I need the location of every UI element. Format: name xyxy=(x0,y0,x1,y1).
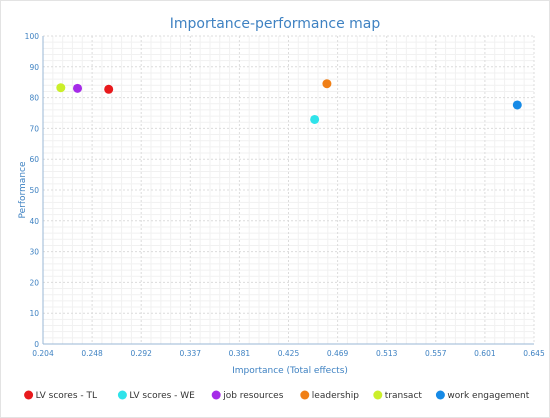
grid-layer xyxy=(42,35,535,345)
legend-marker xyxy=(24,390,34,400)
legend-label: leadership xyxy=(312,391,359,401)
y-tick-label: 10 xyxy=(29,309,39,318)
legend: LV scores - TL LV scores - WE job resource… xyxy=(24,390,530,401)
y-tick-label: 80 xyxy=(29,94,39,103)
data-point xyxy=(322,79,332,89)
x-tick-label: 0.425 xyxy=(278,349,300,358)
legend-label: LV scores - WE xyxy=(129,391,195,401)
y-tick-label: 60 xyxy=(29,155,39,164)
x-tick-label: 0.469 xyxy=(327,349,349,358)
x-tick-label: 0.645 xyxy=(523,349,545,358)
tick-labels: 0.204 0.248 0.292 0.337 0.381 0.425 0.469 0.513… xyxy=(25,32,545,358)
y-tick-label: 50 xyxy=(29,186,39,195)
x-tick-label: 0.337 xyxy=(180,349,202,358)
y-tick-label: 40 xyxy=(29,217,39,226)
chart-title: Importance-performance map xyxy=(170,16,381,32)
y-tick-label: 0 xyxy=(34,340,39,349)
legend-label: LV scores - TL xyxy=(36,391,97,401)
y-tick-label: 100 xyxy=(25,32,40,41)
legend-marker xyxy=(300,390,310,400)
x-tick-label: 0.292 xyxy=(130,349,152,358)
x-tick-label: 0.513 xyxy=(376,349,398,358)
y-tick-label: 30 xyxy=(29,248,39,257)
x-tick-label: 0.248 xyxy=(81,349,103,358)
y-axis-label: Performance xyxy=(18,161,28,218)
data-point xyxy=(310,114,320,124)
axis-layer xyxy=(42,36,534,345)
legend-label: transact xyxy=(385,391,423,401)
data-points xyxy=(56,79,522,124)
data-point xyxy=(73,83,83,93)
legend-marker xyxy=(117,390,127,400)
y-tick-label: 90 xyxy=(29,63,39,72)
data-point xyxy=(104,84,114,94)
x-tick-label: 0.204 xyxy=(32,349,54,358)
legend-marker xyxy=(435,390,445,400)
x-tick-label: 0.601 xyxy=(474,349,496,358)
legend-label: job resources xyxy=(222,391,284,401)
x-axis-label: Importance (Total effects) xyxy=(232,366,348,376)
x-tick-label: 0.381 xyxy=(229,349,251,358)
legend-marker xyxy=(373,390,383,400)
y-tick-label: 20 xyxy=(29,278,39,287)
legend-label: work engagement xyxy=(447,391,529,401)
legend-marker xyxy=(211,390,221,400)
x-tick-label: 0.557 xyxy=(425,349,447,358)
data-point xyxy=(512,100,522,110)
y-tick-label: 70 xyxy=(29,124,39,133)
data-point xyxy=(56,83,66,93)
